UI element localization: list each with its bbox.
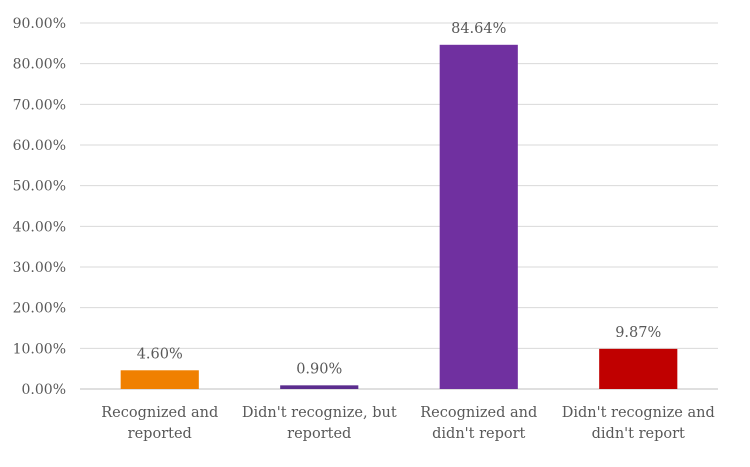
data-label: 84.64% — [451, 21, 506, 37]
y-tick-label: 70.00% — [13, 97, 66, 113]
x-tick-label: reported — [287, 426, 351, 442]
bar — [280, 385, 359, 389]
x-tick-label: Recognized and — [101, 405, 218, 421]
y-tick-label: 90.00% — [13, 16, 66, 32]
data-label: 0.90% — [296, 361, 342, 377]
x-tick-label: Didn't recognize, but — [242, 405, 397, 421]
x-tick-label: Didn't recognize and — [562, 405, 715, 421]
x-tick-label: didn't report — [592, 426, 685, 442]
x-tick-label: didn't report — [432, 426, 525, 442]
y-tick-label: 10.00% — [13, 341, 66, 357]
bar — [120, 370, 199, 389]
x-tick-label: Recognized and — [420, 405, 537, 421]
y-tick-label: 80.00% — [13, 57, 66, 73]
y-tick-label: 0.00% — [22, 382, 66, 398]
data-label: 9.87% — [615, 325, 661, 341]
y-tick-label: 30.00% — [13, 260, 66, 276]
y-tick-label: 20.00% — [13, 301, 66, 317]
x-tick-label: reported — [128, 426, 192, 442]
data-label: 4.60% — [137, 346, 183, 362]
y-tick-label: 40.00% — [13, 219, 66, 235]
bar — [439, 44, 518, 389]
y-tick-label: 50.00% — [13, 179, 66, 195]
y-tick-label: 60.00% — [13, 138, 66, 154]
bar — [599, 348, 678, 389]
